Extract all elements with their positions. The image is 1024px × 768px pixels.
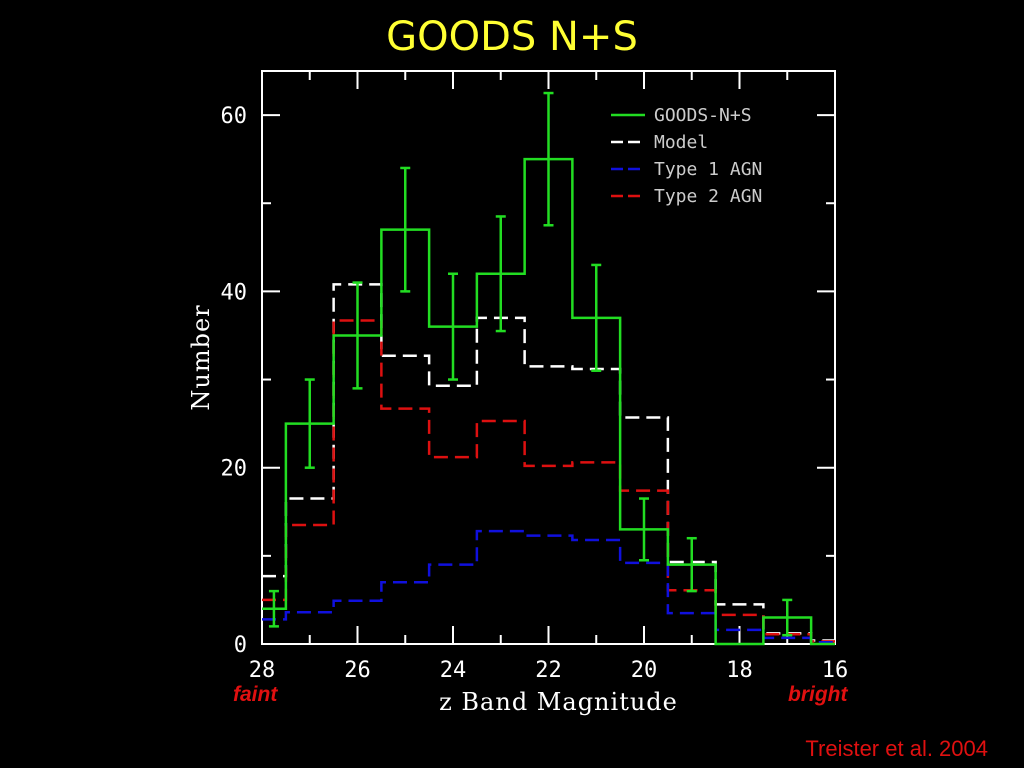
y-tick-label: 20: [221, 457, 248, 482]
x-tick-label: 28: [249, 658, 276, 683]
y-tick-label: 0: [234, 633, 247, 658]
error-bars: [268, 91, 793, 637]
series-line-goods-n-s: [262, 157, 835, 646]
x-tick-label: 18: [726, 658, 753, 683]
y-tick-label: 60: [221, 104, 248, 129]
credit-text: Treister et al. 2004: [805, 736, 988, 761]
series-lines: [262, 157, 835, 646]
axis-labels: z Band Magnitude Number: [187, 304, 678, 716]
legend-label: GOODS-N+S: [654, 105, 752, 126]
y-axis-label: Number: [187, 304, 215, 410]
chart-title: GOODS N+S: [386, 14, 638, 60]
legend-label: Type 1 AGN: [654, 159, 762, 180]
x-tick-label: 24: [440, 658, 467, 683]
faint-annotation: faint: [233, 683, 278, 706]
legend-label: Model: [654, 132, 708, 153]
bright-annotation: bright: [788, 683, 848, 706]
y-tick-label: 40: [221, 280, 248, 305]
x-tick-label: 26: [344, 658, 371, 683]
axis-ticks: 28 26 24 22 20 18 16 0 20 40 60: [221, 71, 849, 683]
x-tick-label: 22: [535, 658, 562, 683]
x-tick-label: 16: [822, 658, 849, 683]
legend: GOODS-N+S Model Type 1 AGN Type 2 AGN: [611, 105, 762, 207]
series-line-type-1-agn: [262, 529, 835, 644]
series-line-type-2-agn: [262, 319, 835, 643]
legend-label: Type 2 AGN: [654, 186, 762, 207]
x-tick-label: 20: [631, 658, 658, 683]
series-line-model: [262, 283, 835, 642]
x-axis-label: z Band Magnitude: [439, 688, 678, 716]
